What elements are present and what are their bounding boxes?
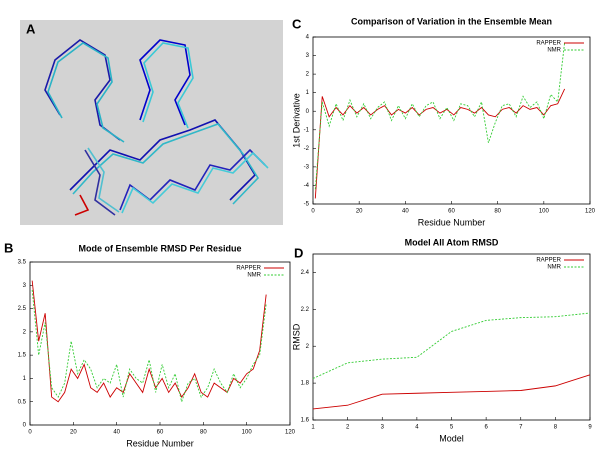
x-tick-label: 20 — [356, 209, 363, 215]
x-tick-label: 3 — [381, 425, 385, 431]
x-tick-label: 80 — [200, 430, 207, 436]
x-tick-label: 80 — [494, 209, 501, 215]
y-tick-label: 2.5 — [18, 306, 27, 312]
legend-label: NMR — [247, 273, 261, 279]
y-tick-label: 1.6 — [301, 418, 310, 424]
y-tick-label: 2.2 — [301, 307, 310, 313]
plot-frame — [312, 36, 591, 205]
x-axis-label: Model — [439, 433, 464, 443]
y-tick-label: 2.4 — [301, 270, 310, 276]
backbone-traces — [44, 39, 269, 216]
x-tick-label: 120 — [285, 430, 296, 436]
y-tick-label: 3.5 — [18, 260, 27, 266]
data-line — [314, 88, 566, 199]
y-tick-label: 0 — [23, 423, 27, 429]
x-tick-label: 2 — [346, 425, 350, 431]
y-tick-label: 1.8 — [301, 381, 310, 387]
x-tick-label: 7 — [519, 425, 523, 431]
x-axis-label: Residue Number — [418, 217, 486, 227]
chart-title: Model All Atom RMSD — [405, 237, 499, 247]
y-tick-label: 2 — [23, 329, 27, 335]
y-tick-label: -1 — [304, 127, 310, 133]
data-line — [31, 289, 267, 404]
y-tick-label: 2 — [306, 72, 310, 78]
plot-frame — [312, 253, 591, 421]
y-tick-label: -4 — [304, 183, 310, 189]
x-tick-label: 1 — [311, 425, 315, 431]
panel-label: A — [26, 21, 36, 36]
y-axis-label: 1st Derivative — [291, 93, 301, 148]
legend-label: NMR — [547, 265, 561, 271]
y-tick-label: -3 — [304, 164, 310, 170]
x-tick-label: 120 — [585, 209, 596, 215]
y-tick-label: 3 — [306, 53, 310, 59]
panel-label: B — [4, 240, 13, 255]
image-background — [20, 20, 283, 225]
y-tick-label: 3 — [23, 283, 27, 289]
legend-label: RAPPER — [536, 258, 561, 264]
x-tick-label: 5 — [450, 425, 454, 431]
legend-label: NMR — [547, 48, 561, 54]
data-line — [312, 312, 591, 379]
plot-frame — [29, 261, 291, 426]
x-tick-label: 60 — [157, 430, 164, 436]
y-tick-label: -2 — [304, 146, 310, 152]
x-tick-label: 40 — [402, 209, 409, 215]
y-tick-label: 0.5 — [18, 399, 27, 405]
y-tick-label: 0 — [306, 109, 310, 115]
x-tick-label: 40 — [113, 430, 120, 436]
data-line — [312, 374, 591, 410]
x-tick-label: 6 — [484, 425, 488, 431]
panel-label: C — [292, 16, 302, 31]
x-axis-label: Residue Number — [126, 438, 194, 448]
chart-title: Comparison of Variation in the Ensemble … — [351, 16, 552, 26]
panel-label: D — [294, 245, 303, 260]
y-tick-label: 4 — [306, 35, 310, 41]
chart-title: Mode of Ensemble RMSD Per Residue — [78, 243, 241, 253]
x-tick-label: 60 — [448, 209, 455, 215]
x-tick-label: 20 — [70, 430, 77, 436]
structure-image — [20, 20, 283, 225]
x-tick-label: 8 — [554, 425, 558, 431]
y-tick-label: 1 — [306, 90, 310, 96]
x-tick-label: 100 — [242, 430, 253, 436]
legend-label: RAPPER — [536, 41, 561, 47]
y-tick-label: 1 — [23, 376, 27, 382]
y-tick-label: -5 — [304, 202, 310, 208]
x-tick-label: 0 — [311, 209, 315, 215]
y-tick-label: 1.5 — [18, 353, 27, 359]
legend-label: RAPPER — [236, 266, 261, 272]
x-tick-label: 4 — [415, 425, 419, 431]
x-tick-label: 100 — [539, 209, 550, 215]
data-line — [31, 280, 267, 403]
y-axis-label: RMSD — [291, 323, 301, 350]
x-tick-label: 0 — [28, 430, 32, 436]
data-line — [314, 42, 566, 190]
x-tick-label: 9 — [588, 425, 592, 431]
y-tick-label: 2 — [306, 344, 310, 350]
